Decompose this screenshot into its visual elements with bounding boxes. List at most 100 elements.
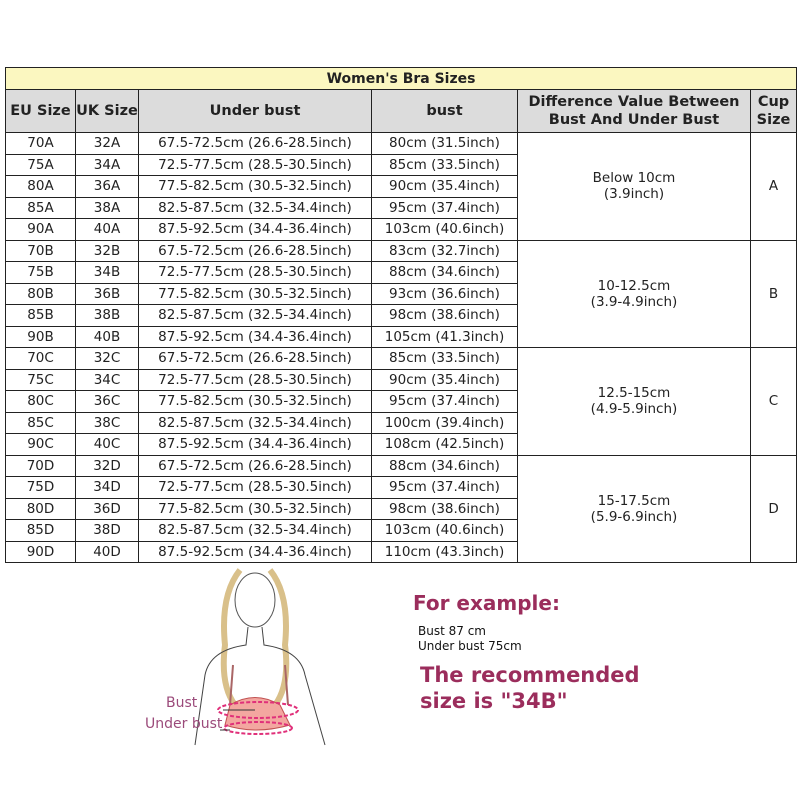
- table-row: 85A 38A 82.5-87.5cm (32.5-34.4inch) 95cm (3…: [5, 196, 797, 219]
- table-row: 70C 32C 67.5-72.5cm (26.6-28.5inch) 85cm (3…: [5, 347, 798, 456]
- cell-bust: 80cm (31.5inch): [371, 132, 518, 155]
- cell-under-bust: 87.5-92.5cm (34.4-36.4inch): [138, 325, 372, 348]
- cell-eu-size: 75B: [5, 261, 76, 284]
- table-row: 85D 38D 82.5-87.5cm (32.5-34.4inch) 103cm (…: [5, 519, 797, 542]
- cell-under-bust: 87.5-92.5cm (34.4-36.4inch): [138, 218, 372, 241]
- table-row: 90A 40A 87.5-92.5cm (34.4-36.4inch) 103cm (…: [5, 218, 797, 241]
- cell-cup-size: B: [749, 239, 798, 348]
- cell-uk-size: 40D: [75, 540, 139, 563]
- cell-difference: 10-12.5cm (3.9-4.9inch): [517, 239, 751, 348]
- table-row: 90C 40C 87.5-92.5cm (34.4-36.4inch) 108cm (…: [5, 433, 797, 456]
- cell-uk-size: 36C: [75, 390, 139, 413]
- cell-bust: 95cm (37.4inch): [371, 390, 518, 413]
- cell-uk-size: 34C: [75, 368, 139, 391]
- cell-under-bust: 67.5-72.5cm (26.6-28.5inch): [138, 132, 372, 155]
- bust-label: Bust: [166, 695, 198, 711]
- cell-eu-size: 80B: [5, 282, 76, 305]
- cell-bust: 90cm (35.4inch): [371, 175, 518, 198]
- cell-eu-size: 90D: [5, 540, 76, 563]
- cell-uk-size: 40A: [75, 218, 139, 241]
- cell-under-bust: 77.5-82.5cm (30.5-32.5inch): [138, 175, 372, 198]
- cell-bust: 90cm (35.4inch): [371, 368, 518, 391]
- cell-uk-size: 38D: [75, 519, 139, 542]
- header-bust: bust: [371, 89, 518, 133]
- cell-uk-size: 32D: [75, 454, 139, 477]
- cell-uk-size: 40C: [75, 433, 139, 456]
- cell-eu-size: 70A: [5, 132, 76, 155]
- cell-eu-size: 75C: [5, 368, 76, 391]
- cell-cup-size: A: [749, 132, 798, 241]
- cell-uk-size: 32A: [75, 132, 139, 155]
- cell-under-bust: 72.5-77.5cm (28.5-30.5inch): [138, 368, 372, 391]
- cell-under-bust: 67.5-72.5cm (26.6-28.5inch): [138, 454, 372, 477]
- example-result-line2: size is "34B": [420, 689, 568, 713]
- table-row: 70D 32D 67.5-72.5cm (26.6-28.5inch) 88cm (3…: [5, 454, 798, 563]
- example-result-line1: The recommended: [420, 663, 640, 687]
- bra-size-table: Women's Bra Sizes EU Size UK Size Under …: [4, 67, 798, 563]
- cell-cup-size: C: [749, 347, 798, 456]
- cell-bust: 103cm (40.6inch): [371, 519, 518, 542]
- cell-bust: 85cm (33.5inch): [371, 153, 518, 176]
- cell-under-bust: 77.5-82.5cm (30.5-32.5inch): [138, 282, 372, 305]
- cell-bust: 93cm (36.6inch): [371, 282, 518, 305]
- cell-uk-size: 38B: [75, 304, 139, 327]
- example-heading: For example:: [413, 591, 560, 615]
- cell-under-bust: 87.5-92.5cm (34.4-36.4inch): [138, 540, 372, 563]
- cell-difference: 12.5-15cm (4.9-5.9inch): [517, 347, 751, 456]
- cell-uk-size: 38A: [75, 196, 139, 219]
- cell-under-bust: 82.5-87.5cm (32.5-34.4inch): [138, 519, 372, 542]
- cell-under-bust: 87.5-92.5cm (34.4-36.4inch): [138, 433, 372, 456]
- cell-uk-size: 34B: [75, 261, 139, 284]
- example-under-bust: Under bust 75cm: [418, 639, 522, 653]
- cell-eu-size: 75D: [5, 476, 76, 499]
- cell-eu-size: 80D: [5, 497, 76, 520]
- cell-bust: 83cm (32.7inch): [371, 239, 518, 262]
- header-uk-size: UK Size: [75, 89, 139, 133]
- under-bust-measure-line: [223, 721, 293, 735]
- cell-eu-size: 90B: [5, 325, 76, 348]
- cell-bust: 105cm (41.3inch): [371, 325, 518, 348]
- cell-eu-size: 80C: [5, 390, 76, 413]
- woman-bra-illustration: [140, 565, 380, 753]
- cell-under-bust: 72.5-77.5cm (28.5-30.5inch): [138, 261, 372, 284]
- cell-bust: 95cm (37.4inch): [371, 196, 518, 219]
- header-eu-size: EU Size: [5, 89, 76, 133]
- under-bust-label: Under bust: [145, 716, 223, 732]
- cell-eu-size: 70D: [5, 454, 76, 477]
- cell-bust: 100cm (39.4inch): [371, 411, 518, 434]
- cell-under-bust: 77.5-82.5cm (30.5-32.5inch): [138, 390, 372, 413]
- table-row: 85B 38B 82.5-87.5cm (32.5-34.4inch) 98cm (3…: [5, 304, 797, 327]
- example-bust: Bust 87 cm: [418, 624, 486, 638]
- cell-bust: 108cm (42.5inch): [371, 433, 518, 456]
- cell-under-bust: 67.5-72.5cm (26.6-28.5inch): [138, 239, 372, 262]
- cell-uk-size: 32B: [75, 239, 139, 262]
- cell-under-bust: 77.5-82.5cm (30.5-32.5inch): [138, 497, 372, 520]
- table-row: 80B 36B 77.5-82.5cm (30.5-32.5inch) 93cm (3…: [5, 282, 797, 305]
- cell-uk-size: 40B: [75, 325, 139, 348]
- cell-eu-size: 75A: [5, 153, 76, 176]
- cell-difference: Below 10cm (3.9inch): [517, 132, 751, 241]
- cell-uk-size: 36B: [75, 282, 139, 305]
- table-row: 75C 34C 72.5-77.5cm (28.5-30.5inch) 90cm (3…: [5, 368, 797, 391]
- bust-measure-line: [217, 701, 299, 719]
- header-cup-size: Cup Size: [749, 89, 798, 133]
- cell-eu-size: 90A: [5, 218, 76, 241]
- table-title: Women's Bra Sizes: [4, 67, 798, 90]
- cell-under-bust: 72.5-77.5cm (28.5-30.5inch): [138, 153, 372, 176]
- cell-bust: 88cm (34.6inch): [371, 261, 518, 284]
- cell-eu-size: 80A: [5, 175, 76, 198]
- table-row: 80C 36C 77.5-82.5cm (30.5-32.5inch) 95cm (3…: [5, 390, 797, 413]
- cell-uk-size: 36D: [75, 497, 139, 520]
- cell-bust: 110cm (43.3inch): [371, 540, 518, 563]
- cell-eu-size: 70C: [5, 347, 76, 370]
- cell-uk-size: 34A: [75, 153, 139, 176]
- cell-under-bust: 82.5-87.5cm (32.5-34.4inch): [138, 411, 372, 434]
- cell-eu-size: 85B: [5, 304, 76, 327]
- cell-bust: 88cm (34.6inch): [371, 454, 518, 477]
- cell-under-bust: 82.5-87.5cm (32.5-34.4inch): [138, 196, 372, 219]
- cell-bust: 98cm (38.6inch): [371, 497, 518, 520]
- cell-eu-size: 70B: [5, 239, 76, 262]
- table-row: 90D 40D 87.5-92.5cm (34.4-36.4inch) 110cm (…: [5, 540, 797, 563]
- cell-uk-size: 32C: [75, 347, 139, 370]
- cell-cup-size: D: [749, 454, 798, 563]
